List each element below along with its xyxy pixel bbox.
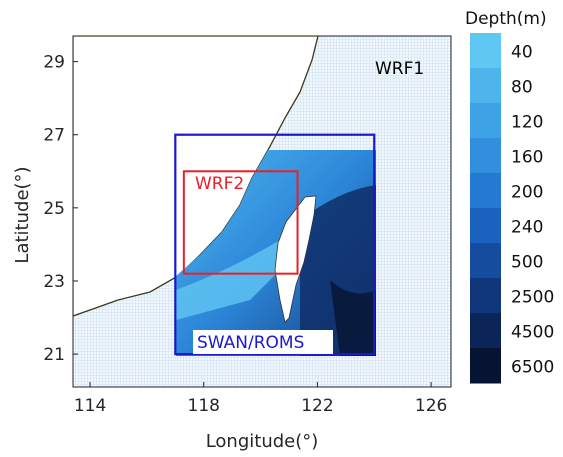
x-tick-label: 114 bbox=[74, 396, 106, 416]
swan-roms-label-bg bbox=[193, 330, 333, 354]
y-tick-label: 21 bbox=[43, 345, 65, 365]
colorbar-swatch bbox=[470, 278, 501, 314]
y-axis-label: Latitude(°) bbox=[12, 166, 33, 263]
colorbar-swatch bbox=[470, 313, 501, 349]
colorbar-level-label: 200 bbox=[511, 183, 543, 203]
colorbar-level-label: 80 bbox=[511, 78, 533, 98]
taiwan-island bbox=[274, 195, 317, 323]
x-axis-label: Longitude(°) bbox=[206, 431, 319, 452]
colorbar-level-label: 120 bbox=[511, 113, 543, 133]
y-tick-label: 25 bbox=[43, 199, 65, 219]
y-tick-label: 27 bbox=[43, 126, 65, 146]
colorbar-level-label: 40 bbox=[511, 43, 533, 63]
y-tick-label: 23 bbox=[43, 272, 65, 292]
colorbar-swatch bbox=[470, 68, 501, 104]
colorbar-level-label: 500 bbox=[511, 253, 543, 273]
wrf2-label: WRF2 bbox=[195, 174, 244, 194]
swan-roms-label: SWAN/ROMS bbox=[197, 333, 304, 353]
colorbar-swatch bbox=[470, 33, 501, 69]
colorbar-swatch bbox=[470, 243, 501, 279]
colorbar-swatch bbox=[470, 103, 501, 139]
swan-roms-domain-box bbox=[174, 133, 376, 356]
colorbar-level-label: 160 bbox=[511, 148, 543, 168]
colorbar-title: Depth(m) bbox=[465, 9, 547, 29]
y-axis-ticks: 29 27 25 23 21 bbox=[43, 53, 78, 365]
depth-colorbar: 40 80 120 160 200 240 500 2500 4500 6500 bbox=[470, 33, 554, 384]
colorbar-swatch bbox=[470, 348, 501, 384]
colorbar-swatch bbox=[470, 208, 501, 244]
swan-roms-ocean bbox=[176, 150, 376, 356]
x-tick-label: 122 bbox=[301, 396, 333, 416]
colorbar-level-label: 240 bbox=[511, 218, 543, 238]
wrf1-label: WRF1 bbox=[375, 59, 424, 79]
wrf2-domain-box bbox=[182, 170, 299, 275]
x-tick-label: 118 bbox=[188, 396, 220, 416]
colorbar-swatch bbox=[470, 173, 501, 209]
colorbar-swatch bbox=[470, 138, 501, 174]
colorbar-level-label: 2500 bbox=[511, 288, 554, 308]
y-tick-label: 29 bbox=[43, 53, 65, 73]
colorbar-level-label: 4500 bbox=[511, 323, 554, 343]
x-tick-label: 126 bbox=[415, 396, 447, 416]
x-axis-ticks: 114 118 122 126 bbox=[74, 382, 447, 416]
colorbar-level-label: 6500 bbox=[511, 358, 554, 378]
